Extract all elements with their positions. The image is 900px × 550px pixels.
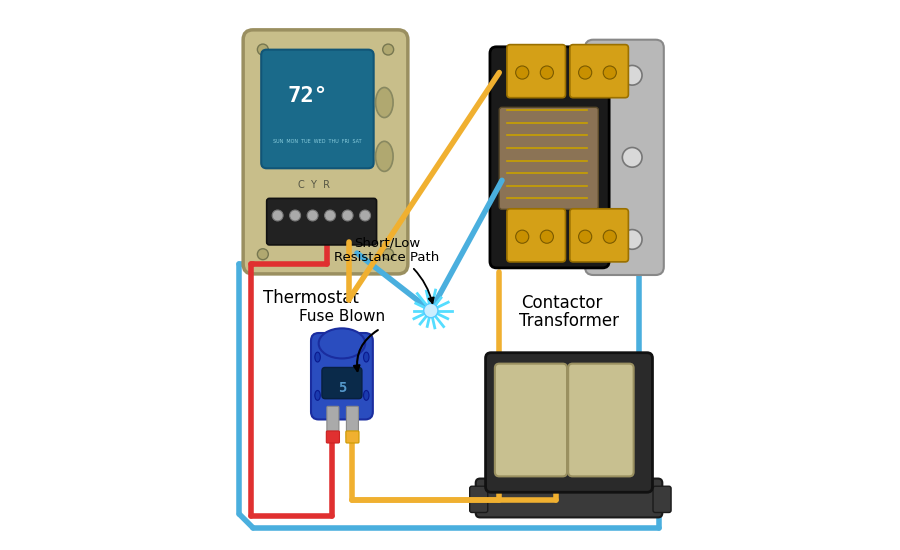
Circle shape bbox=[325, 210, 336, 221]
FancyBboxPatch shape bbox=[476, 478, 662, 518]
Text: Transformer: Transformer bbox=[519, 312, 619, 329]
Circle shape bbox=[272, 210, 284, 221]
Circle shape bbox=[516, 230, 529, 243]
FancyBboxPatch shape bbox=[486, 353, 652, 492]
FancyBboxPatch shape bbox=[311, 333, 373, 420]
Circle shape bbox=[307, 210, 318, 221]
FancyBboxPatch shape bbox=[322, 367, 362, 399]
Circle shape bbox=[382, 249, 393, 260]
Ellipse shape bbox=[319, 328, 365, 359]
Circle shape bbox=[360, 210, 371, 221]
FancyBboxPatch shape bbox=[653, 486, 671, 513]
Circle shape bbox=[516, 66, 529, 79]
Circle shape bbox=[342, 210, 353, 221]
Circle shape bbox=[382, 44, 393, 55]
FancyBboxPatch shape bbox=[568, 364, 634, 476]
Circle shape bbox=[540, 230, 554, 243]
Circle shape bbox=[257, 249, 268, 260]
FancyBboxPatch shape bbox=[327, 431, 339, 443]
Circle shape bbox=[603, 230, 616, 243]
FancyBboxPatch shape bbox=[266, 199, 376, 245]
Ellipse shape bbox=[315, 352, 320, 362]
Circle shape bbox=[257, 44, 268, 55]
FancyBboxPatch shape bbox=[346, 406, 358, 438]
Ellipse shape bbox=[375, 141, 393, 172]
Ellipse shape bbox=[364, 390, 369, 400]
Circle shape bbox=[622, 147, 642, 167]
Circle shape bbox=[579, 230, 591, 243]
Circle shape bbox=[290, 210, 301, 221]
FancyBboxPatch shape bbox=[490, 47, 609, 268]
Text: C  Y  R: C Y R bbox=[298, 180, 330, 190]
FancyBboxPatch shape bbox=[261, 50, 374, 168]
FancyBboxPatch shape bbox=[243, 30, 408, 274]
FancyBboxPatch shape bbox=[570, 209, 628, 262]
FancyBboxPatch shape bbox=[346, 431, 359, 443]
FancyBboxPatch shape bbox=[585, 40, 664, 275]
Text: 5: 5 bbox=[338, 381, 346, 395]
Circle shape bbox=[622, 229, 642, 249]
Text: Short/Low
Resistance Path: Short/Low Resistance Path bbox=[335, 236, 440, 303]
Text: Fuse Blown: Fuse Blown bbox=[299, 309, 385, 324]
FancyBboxPatch shape bbox=[507, 45, 565, 98]
Text: Thermostat: Thermostat bbox=[263, 289, 359, 307]
FancyBboxPatch shape bbox=[570, 45, 628, 98]
Circle shape bbox=[540, 66, 554, 79]
Text: SUN  MON  TUE  WED  THU  FRI  SAT: SUN MON TUE WED THU FRI SAT bbox=[273, 139, 362, 144]
FancyBboxPatch shape bbox=[470, 486, 488, 513]
Ellipse shape bbox=[364, 352, 369, 362]
Ellipse shape bbox=[315, 390, 320, 400]
Circle shape bbox=[603, 66, 616, 79]
Text: Contactor: Contactor bbox=[521, 294, 603, 312]
Text: 72°: 72° bbox=[287, 86, 328, 106]
Ellipse shape bbox=[375, 87, 393, 118]
Circle shape bbox=[622, 65, 642, 85]
FancyBboxPatch shape bbox=[507, 209, 565, 262]
FancyBboxPatch shape bbox=[500, 107, 598, 210]
FancyBboxPatch shape bbox=[327, 406, 339, 438]
Circle shape bbox=[424, 304, 438, 318]
FancyBboxPatch shape bbox=[495, 364, 567, 476]
Circle shape bbox=[579, 66, 591, 79]
